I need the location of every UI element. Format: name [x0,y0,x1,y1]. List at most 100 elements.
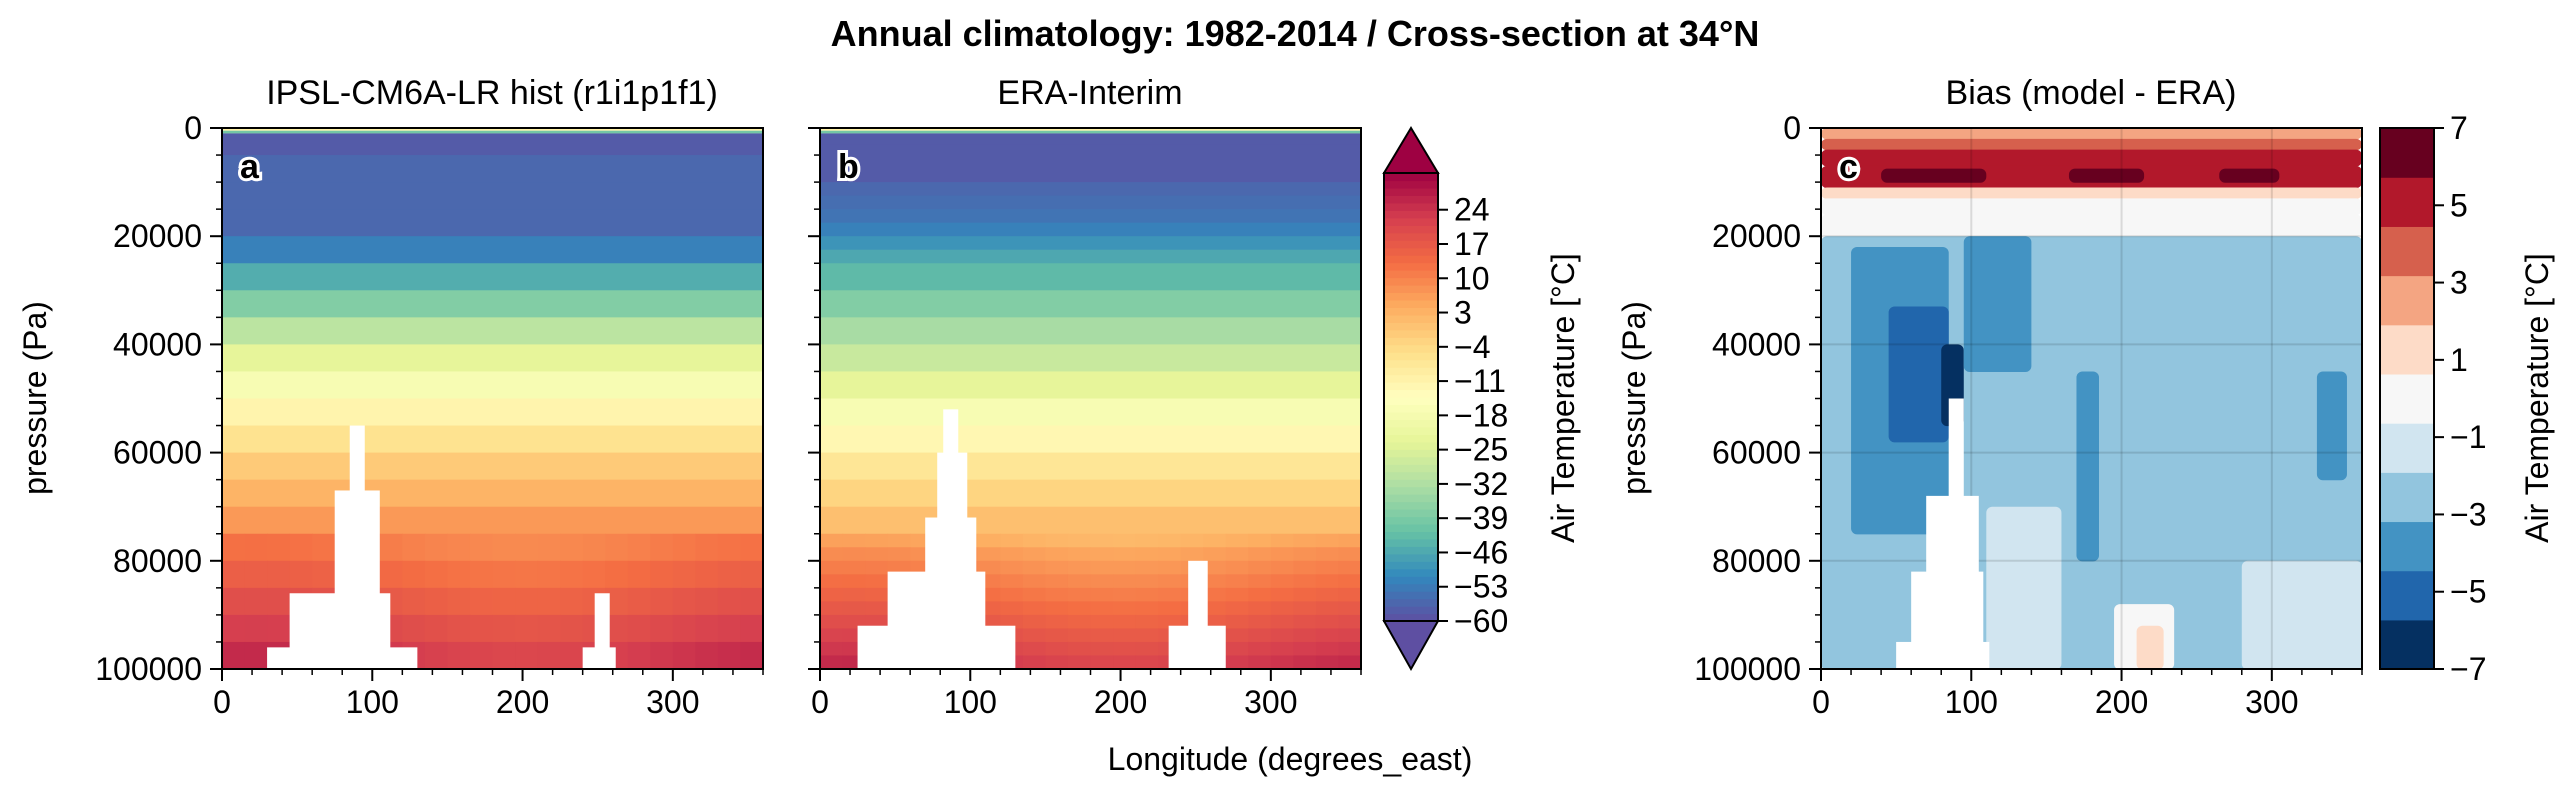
heatmap-cell [244,614,268,643]
heatmap-cell [515,641,539,669]
heatmap-cell [820,133,1361,145]
heatmap-cell [1158,547,1182,562]
heatmap-cell [1000,601,1024,616]
y-tick-label: 100000 [1694,651,1801,687]
panel-a-label: a [240,148,260,186]
x-tick-label: 0 [1812,684,1830,720]
heatmap-cell [447,587,471,616]
heatmap-cell [1248,601,1272,616]
colorbar-segment [2380,226,2434,277]
colorbar-segment [1384,382,1438,391]
panel-c-grid [1821,128,2362,669]
colorbar-tick-label: 10 [1454,260,1490,296]
heatmap-cell [222,209,763,237]
x-tick-label: 200 [496,684,549,720]
heatmap-cell [222,290,763,318]
colorbar-segment [1384,329,1438,338]
y-tick-label: 40000 [1712,326,1801,362]
colorbar-frame [2379,127,2435,670]
heatmap-cell [1113,614,1137,630]
colorbar-segment [1384,195,1438,204]
heatmap-cell [424,641,449,669]
heatmap-cell [469,614,494,643]
heatmap-cell [820,249,1361,264]
heatmap-cell [492,560,516,589]
heatmap-cell [1270,533,1294,548]
y-tick-label: 40000 [113,326,202,362]
heatmap-cell [820,628,844,643]
heatmap-cell [695,614,719,643]
heatmap-cell [650,560,674,589]
heatmap-cell [402,533,426,562]
colorbar-tick-label: 5 [2450,187,2468,223]
heatmap-cell [672,614,696,643]
heatmap-cell [1113,560,1137,575]
heatmap-cell [820,425,1361,454]
colorbar-segment [1384,389,1438,398]
panel-a-topography-mask [267,425,616,669]
panel-b-heatmap [820,128,1361,669]
heatmap-cell [1022,601,1047,616]
heatmap-cell [820,195,1361,210]
heatmap-cell [1203,560,1227,575]
heatmap-cell [1090,641,1114,657]
heatmap-cell [842,560,866,575]
heatmap-cell [650,533,674,562]
heatmap-cell [672,641,696,669]
heatmap-cell [1248,587,1272,602]
panel-c-label: c [1839,148,1858,186]
panel-b-yaxis [808,127,820,670]
heatmap-cell [1225,533,1249,548]
heatmap-cell [1225,560,1249,575]
colorbar-segment [1384,509,1438,518]
y-tick-label: 0 [1783,110,1801,146]
heatmap-cell [1293,628,1317,643]
colorbar-segment [1384,367,1438,376]
temperature-colorbar-label: Air Temperature [°C] [1545,253,1581,543]
heatmap-cell [820,144,1361,156]
heatmap-cell [1158,574,1182,589]
colorbar-segment [1384,397,1438,406]
x-tick-label: 300 [646,684,699,720]
colorbar-segment [1384,359,1438,368]
colorbar-segment [1384,583,1438,592]
heatmap-cell [1248,655,1272,669]
heatmap-cell [469,533,494,562]
colorbar-tick-label: −46 [1454,534,1508,570]
heatmap-cell [1338,574,1361,589]
heatmap-cell [820,155,1361,167]
colorbar-segment [2380,570,2434,621]
heatmap-cell [1090,601,1114,616]
heatmap-cell [1135,628,1159,643]
x-tick-label: 0 [811,684,829,720]
x-tick-label: 300 [1244,684,1297,720]
colorbar-segment [1384,576,1438,585]
heatmap-cell [887,547,911,562]
colorbar-segment [1384,292,1438,301]
colorbar-segment [2380,472,2434,523]
panel-b-topography-mask [857,409,1226,669]
heatmap-cell [244,560,268,589]
bias-contour-region [1888,306,1949,443]
heatmap-cell [1113,628,1137,643]
heatmap-cell [1315,601,1340,616]
heatmap-cell [1135,614,1159,630]
colorbar-segment [1384,217,1438,226]
topography-mask [1168,625,1226,669]
heatmap-cell [1338,655,1361,669]
heatmap-cell [492,587,516,616]
heatmap-cell [1158,533,1182,548]
heatmap-cell [842,601,866,616]
heatmap-cell [820,641,844,657]
heatmap-cell [1270,547,1294,562]
heatmap-cell [560,533,584,562]
heatmap-cell [1225,547,1249,562]
heatmap-cell [1067,587,1092,602]
colorbar-segment [1384,240,1438,249]
heatmap-cell [820,398,1361,427]
bias-contour-region [2316,371,2347,481]
heatmap-cell [1135,533,1159,548]
heatmap-cell [222,133,763,156]
heatmap-cell [1000,547,1024,562]
heatmap-cell [695,587,719,616]
